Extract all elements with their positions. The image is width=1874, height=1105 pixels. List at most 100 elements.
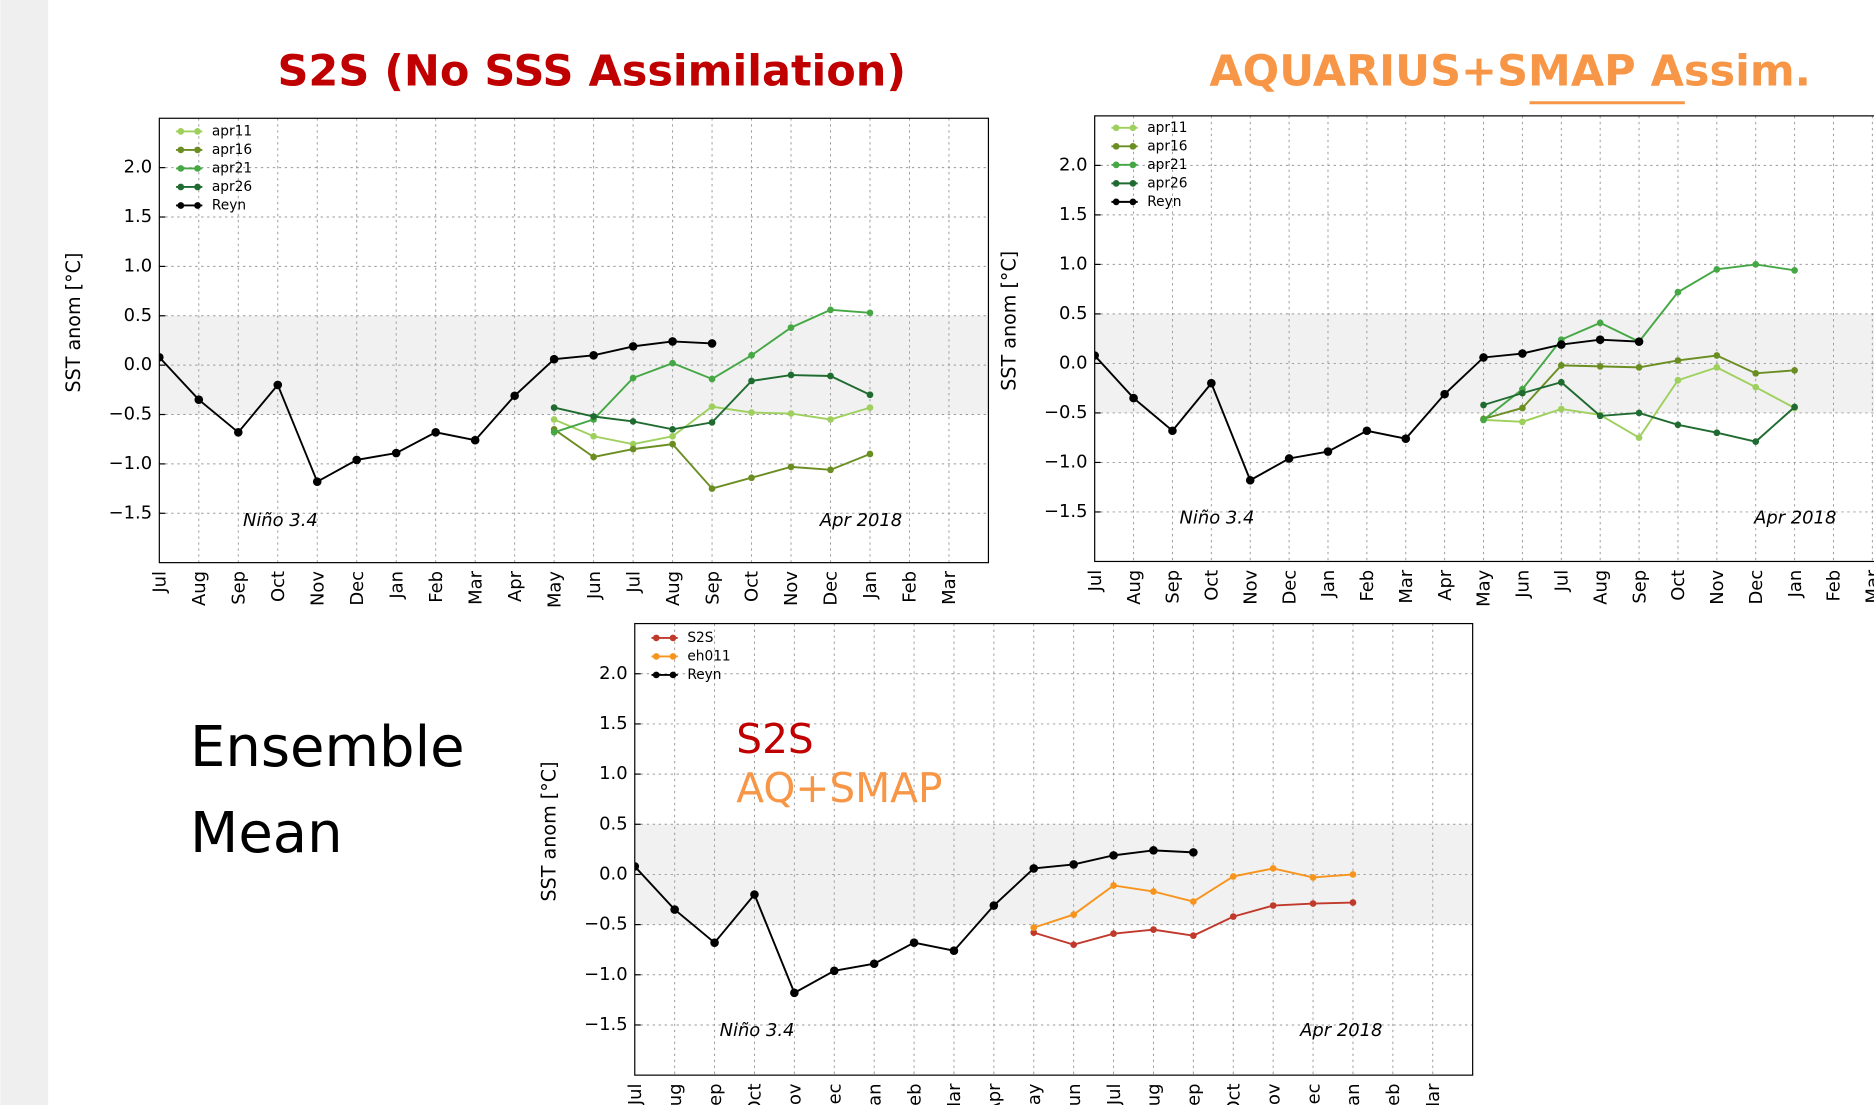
series-point — [1189, 848, 1198, 857]
series-point — [1229, 913, 1237, 920]
x-tick-label: Feb — [1357, 570, 1378, 602]
y-tick-label: −1.5 — [109, 502, 152, 523]
x-tick-label: Sep — [705, 1083, 726, 1105]
series-point — [1309, 900, 1317, 907]
legend-marker — [177, 128, 185, 135]
series-point — [1401, 434, 1411, 443]
legend-marker — [177, 202, 185, 209]
series-point — [787, 410, 795, 417]
series-point — [827, 372, 834, 380]
series-group — [159, 306, 874, 492]
x-tick-label: Jan — [1318, 570, 1339, 599]
series-point — [866, 391, 874, 399]
legend-marker — [177, 165, 185, 172]
y-tick-label: 0.0 — [1059, 352, 1087, 373]
y-tick-label: −1.0 — [584, 964, 627, 985]
series-point — [590, 432, 597, 440]
annotation: Niño 3.4 — [1180, 507, 1255, 528]
legend-marker — [194, 146, 201, 154]
series-point — [550, 404, 558, 411]
series-point — [1518, 349, 1527, 358]
chart-title: S2S (No SSS Assimilation) — [277, 47, 906, 97]
x-tick-label: Jun — [1064, 1083, 1085, 1105]
series-point — [670, 905, 679, 914]
series-point — [1635, 364, 1643, 371]
x-tick-label: Jan — [864, 1083, 885, 1105]
annotation: Apr 2018 — [819, 510, 902, 531]
legend-marker — [1129, 198, 1137, 206]
series-point — [634, 862, 640, 871]
series-point — [1070, 911, 1078, 918]
series-point — [710, 938, 719, 947]
series-point — [194, 395, 204, 405]
series-point — [470, 435, 480, 445]
legend-marker — [1129, 124, 1137, 132]
series-point — [1284, 454, 1294, 463]
ensemble-label: Ensemble Mean — [190, 715, 465, 866]
x-tick-label: Feb — [904, 1083, 925, 1105]
legend-marker — [652, 634, 660, 642]
x-tick-label: Feb — [900, 571, 921, 603]
x-tick-label: May — [1024, 1083, 1045, 1105]
series-point — [1229, 873, 1237, 880]
series-point — [1635, 409, 1643, 417]
x-tick-label: Mar — [465, 570, 486, 604]
y-tick-label: −1.5 — [1044, 501, 1087, 522]
series-point — [1635, 434, 1643, 442]
series-point — [1349, 871, 1357, 878]
series-point — [708, 419, 716, 426]
plot-frame — [158, 117, 990, 564]
legend-marker — [1129, 180, 1137, 187]
y-tick-label: −1.0 — [1044, 451, 1087, 472]
y-tick-label: 0.5 — [1059, 303, 1087, 324]
series-point — [750, 890, 759, 899]
y-tick-label: −0.5 — [584, 914, 627, 935]
legend-marker — [1112, 180, 1120, 187]
series-point — [1713, 352, 1721, 359]
x-tick-label: Sep — [1163, 570, 1184, 604]
plot-frame — [1094, 115, 1874, 563]
legend-marker — [669, 671, 677, 679]
series-point — [629, 440, 637, 448]
series-point — [1245, 475, 1255, 485]
series-group — [1094, 261, 1798, 485]
series-point — [1269, 902, 1277, 909]
legend-marker — [1129, 161, 1137, 169]
x-tick-label: Dec — [821, 571, 842, 606]
x-tick-label: Aug — [1144, 1083, 1165, 1105]
series-point — [827, 466, 834, 474]
series-point — [869, 959, 879, 969]
series-point — [1094, 351, 1099, 360]
legend-marker — [669, 634, 677, 642]
x-tick-label: Jan — [1343, 1083, 1364, 1105]
series-point — [1674, 376, 1682, 384]
y-tick-label: 1.5 — [599, 713, 627, 734]
series-point — [1752, 369, 1760, 377]
y-axis-label: SST anom [°C] — [62, 253, 85, 393]
legend-label: eh011 — [687, 648, 730, 664]
x-tick-label: Sep — [228, 571, 249, 605]
x-tick-label: Mar — [939, 570, 960, 604]
x-tick-label: Jul — [1104, 1083, 1125, 1105]
x-tick-label: Nov — [1263, 1083, 1284, 1105]
legend-label: Reyn — [1147, 194, 1181, 210]
legend-label: Reyn — [212, 197, 246, 213]
series-point — [669, 432, 676, 440]
x-tick-label: Jul — [1085, 570, 1106, 593]
legend-label: apr11 — [1147, 120, 1187, 136]
series-point — [1480, 401, 1487, 409]
series-point — [233, 427, 243, 437]
series-point — [1752, 383, 1760, 391]
series-point — [628, 342, 638, 351]
legend-label: apr16 — [212, 142, 252, 158]
x-tick-label: Nov — [307, 571, 328, 606]
x-tick-label: Feb — [1383, 1083, 1404, 1105]
series-point — [748, 377, 755, 385]
series-point — [1150, 888, 1157, 895]
annotation: Niño 3.4 — [243, 510, 318, 531]
x-tick-label: Oct — [268, 571, 289, 602]
legend-marker — [194, 183, 201, 191]
x-tick-label: Dec — [1303, 1083, 1324, 1105]
series-point — [1029, 864, 1039, 873]
x-tick-label: Apr — [505, 570, 526, 602]
